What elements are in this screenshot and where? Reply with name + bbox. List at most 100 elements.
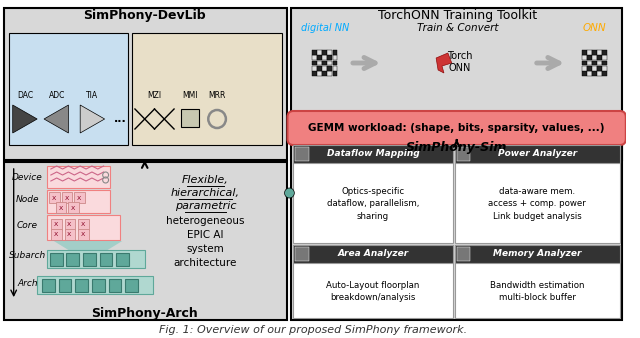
FancyBboxPatch shape <box>597 50 602 55</box>
Text: X: X <box>58 206 63 211</box>
Text: Memory Analyzer: Memory Analyzer <box>493 249 582 259</box>
FancyBboxPatch shape <box>454 245 620 318</box>
FancyBboxPatch shape <box>312 55 317 60</box>
Text: X: X <box>52 195 56 200</box>
FancyBboxPatch shape <box>312 71 317 76</box>
FancyBboxPatch shape <box>457 147 470 161</box>
FancyBboxPatch shape <box>116 253 129 266</box>
FancyBboxPatch shape <box>592 50 596 55</box>
Text: X: X <box>67 233 72 238</box>
FancyBboxPatch shape <box>100 253 113 266</box>
Text: Auto-Layout floorplan
breakdown/analysis: Auto-Layout floorplan breakdown/analysis <box>326 281 420 302</box>
FancyBboxPatch shape <box>78 229 89 240</box>
FancyBboxPatch shape <box>333 50 337 55</box>
FancyBboxPatch shape <box>333 71 337 76</box>
FancyBboxPatch shape <box>51 229 61 240</box>
Text: X: X <box>71 206 76 211</box>
FancyBboxPatch shape <box>317 66 322 71</box>
Text: Optics-specific
dataflow, parallelism,
sharing: Optics-specific dataflow, parallelism, s… <box>327 187 419 221</box>
FancyBboxPatch shape <box>317 55 322 60</box>
Text: Subarch: Subarch <box>9 250 46 260</box>
FancyBboxPatch shape <box>4 162 287 320</box>
FancyBboxPatch shape <box>312 61 317 65</box>
Polygon shape <box>80 105 104 133</box>
FancyBboxPatch shape <box>287 111 626 145</box>
FancyBboxPatch shape <box>312 50 317 55</box>
FancyBboxPatch shape <box>323 66 327 71</box>
Text: Bandwidth estimation
multi-block buffer: Bandwidth estimation multi-block buffer <box>490 281 584 302</box>
Text: Flexible,: Flexible, <box>182 175 228 185</box>
FancyBboxPatch shape <box>47 215 120 240</box>
Text: Device: Device <box>12 173 43 183</box>
FancyBboxPatch shape <box>317 71 322 76</box>
FancyBboxPatch shape <box>597 66 602 71</box>
FancyBboxPatch shape <box>74 192 85 203</box>
Text: ...: ... <box>114 114 127 124</box>
Polygon shape <box>13 105 37 133</box>
Text: Fig. 1: Overview of our proposed SimPhony framework.: Fig. 1: Overview of our proposed SimPhon… <box>159 325 467 335</box>
Text: architecture: architecture <box>173 258 237 268</box>
FancyBboxPatch shape <box>295 147 309 161</box>
FancyBboxPatch shape <box>602 55 607 60</box>
FancyBboxPatch shape <box>587 55 592 60</box>
Text: X: X <box>67 222 72 227</box>
FancyBboxPatch shape <box>293 145 452 163</box>
FancyBboxPatch shape <box>454 145 620 243</box>
FancyBboxPatch shape <box>454 145 620 163</box>
FancyBboxPatch shape <box>291 141 622 320</box>
FancyBboxPatch shape <box>602 66 607 71</box>
FancyBboxPatch shape <box>78 219 89 230</box>
FancyBboxPatch shape <box>582 50 587 55</box>
FancyBboxPatch shape <box>597 55 602 60</box>
Text: MRR: MRR <box>209 92 226 100</box>
Text: ONN: ONN <box>583 23 606 33</box>
Polygon shape <box>436 53 452 73</box>
Text: Node: Node <box>15 195 39 204</box>
Text: MMI: MMI <box>182 92 198 100</box>
FancyBboxPatch shape <box>582 61 587 65</box>
FancyBboxPatch shape <box>328 71 332 76</box>
Text: X: X <box>77 195 81 200</box>
FancyBboxPatch shape <box>333 61 337 65</box>
FancyBboxPatch shape <box>47 166 111 188</box>
FancyBboxPatch shape <box>47 190 111 213</box>
FancyBboxPatch shape <box>295 247 309 261</box>
FancyBboxPatch shape <box>597 61 602 65</box>
FancyBboxPatch shape <box>312 66 317 71</box>
Text: SimPhony-Arch: SimPhony-Arch <box>92 307 198 319</box>
Text: Arch: Arch <box>17 279 38 288</box>
Text: DAC: DAC <box>17 92 33 100</box>
FancyBboxPatch shape <box>37 276 152 294</box>
Text: MZI: MZI <box>147 92 161 100</box>
FancyBboxPatch shape <box>323 71 327 76</box>
FancyBboxPatch shape <box>42 279 55 292</box>
FancyBboxPatch shape <box>587 66 592 71</box>
FancyBboxPatch shape <box>582 55 587 60</box>
Text: ONN: ONN <box>449 63 471 73</box>
FancyBboxPatch shape <box>592 55 596 60</box>
FancyBboxPatch shape <box>587 50 592 55</box>
Circle shape <box>285 188 294 198</box>
FancyBboxPatch shape <box>92 279 104 292</box>
FancyBboxPatch shape <box>293 245 452 263</box>
FancyBboxPatch shape <box>317 50 322 55</box>
FancyBboxPatch shape <box>597 71 602 76</box>
Text: X: X <box>54 222 58 227</box>
Text: data-aware mem.
access + comp. power
Link budget analysis: data-aware mem. access + comp. power Lin… <box>488 187 586 221</box>
Text: X: X <box>81 222 85 227</box>
FancyBboxPatch shape <box>328 50 332 55</box>
FancyBboxPatch shape <box>333 66 337 71</box>
FancyBboxPatch shape <box>454 245 620 263</box>
FancyBboxPatch shape <box>56 202 67 213</box>
FancyBboxPatch shape <box>582 71 587 76</box>
Text: Area Analyzer: Area Analyzer <box>337 249 409 259</box>
Text: SimPhony-Sim: SimPhony-Sim <box>406 142 508 154</box>
Text: Torch: Torch <box>447 51 472 61</box>
FancyBboxPatch shape <box>65 219 76 230</box>
FancyBboxPatch shape <box>83 253 96 266</box>
FancyBboxPatch shape <box>323 50 327 55</box>
Text: Train & Convert: Train & Convert <box>417 23 499 33</box>
FancyBboxPatch shape <box>587 71 592 76</box>
FancyBboxPatch shape <box>457 247 470 261</box>
FancyBboxPatch shape <box>76 279 88 292</box>
